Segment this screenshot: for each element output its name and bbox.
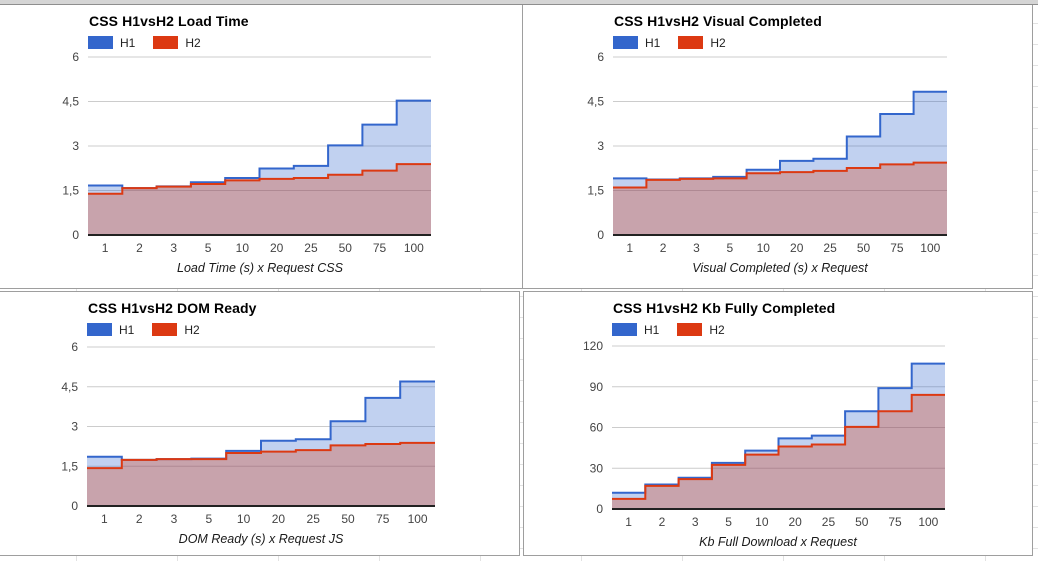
- svg-text:0: 0: [597, 228, 604, 242]
- svg-text:75: 75: [890, 241, 904, 255]
- svg-text:60: 60: [590, 421, 604, 435]
- svg-text:1: 1: [625, 515, 632, 529]
- svg-text:0: 0: [596, 502, 603, 516]
- svg-text:20: 20: [270, 241, 284, 255]
- chart-title: CSS H1vsH2 Visual Completed: [614, 13, 822, 29]
- chart-legend: H1 H2: [88, 35, 201, 50]
- svg-text:50: 50: [341, 512, 355, 526]
- svg-text:6: 6: [597, 50, 604, 64]
- svg-text:5: 5: [725, 515, 732, 529]
- charts-row-top: CSS H1vsH2 Load Time H1 H2 0 1,5 3 4,5 6 1 2 3 5…: [0, 5, 1038, 289]
- legend-label-h2: H2: [709, 322, 725, 337]
- chart-legend: H1 H2: [613, 35, 726, 50]
- svg-text:25: 25: [822, 515, 836, 529]
- legend-swatch-h2: [678, 36, 704, 49]
- svg-text:50: 50: [339, 241, 353, 255]
- svg-text:2: 2: [136, 241, 143, 255]
- chart-plot-area: 0 1,5 3 4,5 6 1 2 3 5 10 20 25 50 75 100: [62, 50, 431, 255]
- x-axis-title: Visual Completed (s) x Request: [692, 261, 868, 275]
- legend-swatch-h1: [87, 323, 112, 336]
- legend-swatch-h1: [612, 323, 637, 336]
- svg-text:4,5: 4,5: [62, 95, 79, 109]
- svg-text:5: 5: [205, 241, 212, 255]
- svg-text:0: 0: [71, 499, 78, 513]
- legend-swatch-h2: [152, 323, 178, 336]
- svg-text:10: 10: [237, 512, 251, 526]
- legend-label-h1: H1: [645, 35, 661, 50]
- legend-label-h1: H1: [644, 322, 660, 337]
- svg-text:1,5: 1,5: [587, 184, 604, 198]
- chart-card-visual-completed[interactable]: CSS H1vsH2 Visual Completed H1 H2 0 1,5 3 4…: [523, 5, 1033, 289]
- legend-label-h1: H1: [120, 35, 136, 50]
- svg-text:25: 25: [823, 241, 837, 255]
- svg-text:20: 20: [788, 515, 802, 529]
- svg-text:90: 90: [590, 380, 604, 394]
- svg-text:1,5: 1,5: [62, 184, 79, 198]
- legend-label-h2: H2: [184, 322, 200, 337]
- x-axis-title: Load Time (s) x Request CSS: [177, 261, 343, 275]
- svg-text:5: 5: [205, 512, 212, 526]
- svg-text:20: 20: [272, 512, 286, 526]
- svg-text:10: 10: [757, 241, 771, 255]
- x-axis-title: Kb Full Download x Request: [699, 535, 857, 549]
- svg-text:2: 2: [136, 512, 143, 526]
- spreadsheet-top-row-strip: [0, 0, 1038, 5]
- svg-text:0: 0: [72, 228, 79, 242]
- svg-text:3: 3: [597, 139, 604, 153]
- svg-text:100: 100: [918, 515, 938, 529]
- svg-text:5: 5: [727, 241, 734, 255]
- chart-legend: H1 H2: [87, 322, 200, 337]
- svg-text:20: 20: [790, 241, 804, 255]
- svg-text:10: 10: [755, 515, 769, 529]
- chart-plot-area: 0 1,5 3 4,5 6 1 2 3 5 10 20 25 50 75 100: [61, 340, 435, 526]
- svg-text:30: 30: [590, 461, 604, 475]
- chart-title: CSS H1vsH2 Kb Fully Completed: [613, 300, 836, 316]
- svg-text:3: 3: [693, 241, 700, 255]
- chart-card-kb-fully-completed[interactable]: CSS H1vsH2 Kb Fully Completed H1 H2 0 30 6…: [523, 291, 1033, 556]
- svg-text:2: 2: [659, 515, 666, 529]
- svg-text:50: 50: [855, 515, 869, 529]
- svg-text:50: 50: [857, 241, 871, 255]
- chart-card-dom-ready[interactable]: CSS H1vsH2 DOM Ready H1 H2 0 1,5 3 4,5 6 1 2 3 5…: [0, 291, 520, 556]
- svg-text:10: 10: [236, 241, 250, 255]
- svg-text:6: 6: [71, 340, 78, 354]
- legend-swatch-h2: [153, 36, 179, 49]
- svg-text:1: 1: [102, 241, 109, 255]
- svg-text:75: 75: [888, 515, 902, 529]
- legend-swatch-h1: [88, 36, 113, 49]
- chart-plot-area: 0 1,5 3 4,5 6 1 2 3 5 10 20 25 50 75 100: [587, 50, 947, 255]
- chart-legend: H1 H2: [612, 322, 725, 337]
- svg-text:1: 1: [626, 241, 633, 255]
- svg-text:3: 3: [171, 512, 178, 526]
- svg-text:100: 100: [920, 241, 940, 255]
- svg-text:75: 75: [373, 241, 387, 255]
- svg-text:100: 100: [404, 241, 424, 255]
- chart-plot-area: 0 30 60 90 120 1 2 3 5 10 20 25 50 75 100: [583, 339, 945, 529]
- svg-text:3: 3: [170, 241, 177, 255]
- svg-text:120: 120: [583, 339, 603, 353]
- svg-text:2: 2: [660, 241, 667, 255]
- legend-label-h2: H2: [710, 35, 726, 50]
- svg-text:3: 3: [71, 420, 78, 434]
- svg-text:4,5: 4,5: [61, 380, 78, 394]
- svg-text:75: 75: [376, 512, 390, 526]
- svg-text:100: 100: [408, 512, 428, 526]
- x-axis-title: DOM Ready (s) x Request JS: [178, 532, 344, 546]
- svg-text:3: 3: [72, 139, 79, 153]
- svg-text:25: 25: [304, 241, 318, 255]
- legend-label-h1: H1: [119, 322, 135, 337]
- svg-text:25: 25: [307, 512, 321, 526]
- svg-text:6: 6: [72, 50, 79, 64]
- legend-swatch-h1: [613, 36, 638, 49]
- svg-text:1: 1: [101, 512, 108, 526]
- legend-swatch-h2: [677, 323, 703, 336]
- chart-card-load-time[interactable]: CSS H1vsH2 Load Time H1 H2 0 1,5 3 4,5 6 1 2 3 5…: [0, 5, 523, 289]
- legend-label-h2: H2: [185, 35, 201, 50]
- svg-text:1,5: 1,5: [61, 459, 78, 473]
- svg-text:3: 3: [692, 515, 699, 529]
- charts-row-bottom: CSS H1vsH2 DOM Ready H1 H2 0 1,5 3 4,5 6 1 2 3 5…: [0, 291, 1038, 556]
- chart-title: CSS H1vsH2 DOM Ready: [88, 300, 257, 316]
- svg-text:4,5: 4,5: [587, 95, 604, 109]
- chart-title: CSS H1vsH2 Load Time: [89, 13, 249, 29]
